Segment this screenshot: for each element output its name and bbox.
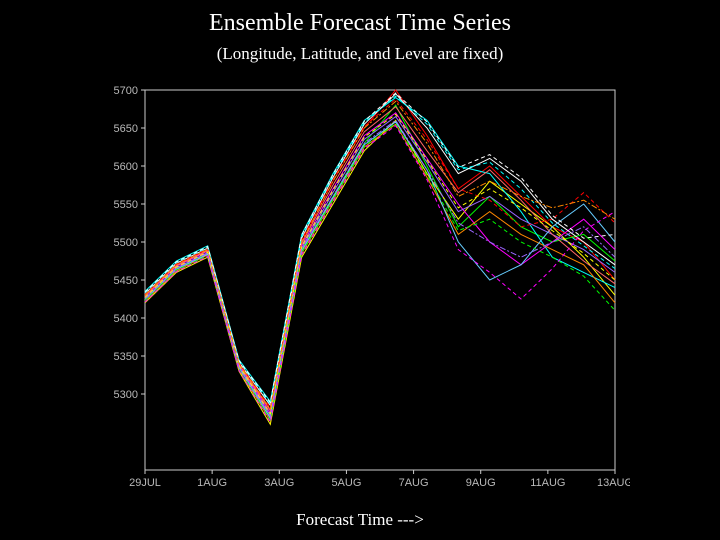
series-ens01 [145, 90, 615, 409]
slide-root: Ensemble Forecast Time Series (Longitude… [0, 0, 720, 540]
x-tick-label: 29JUL [129, 477, 161, 489]
x-tick-label: 7AUG [399, 477, 429, 489]
y-tick-label: 5350 [114, 351, 138, 363]
y-tick-label: 5550 [114, 199, 138, 211]
x-tick-label: 5AUG [331, 477, 361, 489]
y-tick-label: 5650 [114, 123, 138, 135]
x-tick-label: 3AUG [264, 477, 294, 489]
series-ens18 [145, 120, 615, 416]
x-tick-label: 11AUG [530, 477, 565, 489]
slide-subtitle: (Longitude, Latitude, and Level are fixe… [0, 44, 720, 64]
x-axis-label: Forecast Time ---> [0, 510, 720, 530]
series-ens11 [145, 99, 615, 408]
x-tick-label: 1AUG [197, 477, 227, 489]
y-tick-label: 5300 [114, 389, 138, 401]
series-ens12 [145, 123, 615, 419]
slide-title: Ensemble Forecast Time Series [0, 10, 720, 37]
series-ens05 [145, 113, 615, 413]
series-ens09 [145, 122, 615, 418]
y-tick-label: 5600 [114, 161, 138, 173]
series-ens17 [145, 101, 615, 409]
series-ens08 [145, 117, 615, 416]
series-ens14 [145, 96, 615, 404]
ensemble-chart: 5300 5350 5400 5450 5500 5550 5600 5650 5700 29JU… [100, 80, 630, 500]
series-ens13 [145, 114, 615, 414]
x-tick-label: 9AUG [466, 477, 496, 489]
x-tick-label: 13AUG [597, 477, 630, 489]
y-tick-label: 5500 [114, 237, 138, 249]
series-ens10 [145, 107, 615, 411]
y-tick-label: 5450 [114, 275, 138, 287]
series-ens07 [145, 94, 615, 406]
y-tick-label: 5700 [114, 85, 138, 97]
chart-svg: 5300 5350 5400 5450 5500 5550 5600 5650 5700 29JU… [100, 80, 630, 500]
series-ens02 [145, 105, 615, 417]
series-ens04 [145, 98, 615, 402]
y-tick-label: 5400 [114, 313, 138, 325]
